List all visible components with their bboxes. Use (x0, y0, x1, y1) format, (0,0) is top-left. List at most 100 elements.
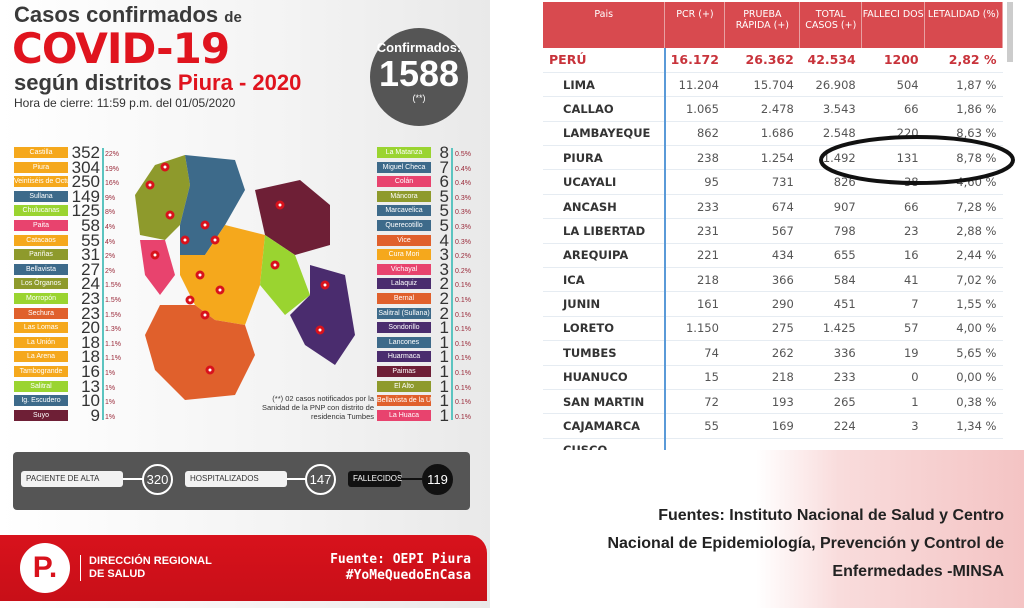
table-cell: 504 (861, 72, 925, 98)
table-cell: 567 (724, 218, 800, 244)
district-name: Suyo (14, 409, 68, 421)
district-cases: 10 (81, 391, 100, 411)
district-name: Paimas (377, 366, 431, 377)
table-cell: 907 (799, 194, 862, 220)
column-header[interactable]: PCR (+) (664, 2, 726, 48)
connector (287, 478, 307, 480)
column-header[interactable]: TOTAL CASOS (+) (799, 2, 863, 48)
district-percent: 0.3% (455, 224, 471, 231)
district-percent: 1% (105, 413, 116, 421)
district-cases: 4 (439, 230, 449, 250)
connector (401, 478, 423, 480)
region-name: SAN MARTIN (543, 389, 666, 415)
case-markers (145, 162, 330, 375)
district-name: Miguel Checa (377, 161, 431, 173)
discharged-label: PACIENTE DE ALTA (21, 471, 123, 487)
table-cell: 55 (664, 413, 725, 439)
table-cell: 26.362 (724, 48, 800, 73)
district-cases: 2 (439, 274, 449, 294)
scrollbar[interactable] (1007, 2, 1013, 62)
piura-map (135, 155, 355, 400)
district-name: Vichayal (377, 263, 431, 275)
table-cell: 2,82 % (924, 48, 1003, 73)
table-cell: 218 (724, 365, 800, 390)
table-cell: 7,28 % (924, 194, 1003, 220)
table-cell: 2.478 (724, 96, 800, 122)
district-name: El Alto (377, 380, 431, 392)
district-cases: 3 (439, 245, 449, 265)
table-cell: 4,00 % (924, 316, 1003, 342)
table-cell: 1200 (861, 48, 925, 73)
district-percent: 16% (105, 180, 120, 188)
district-cases: 24 (81, 274, 100, 294)
sources-text: Fuentes: Instituto Nacional de Salud y C… (607, 502, 1004, 586)
district-cases: 55 (81, 230, 100, 250)
table-cell: 224 (799, 413, 862, 439)
sources-box: Fuentes: Instituto Nacional de Salud y C… (537, 450, 1024, 608)
region-name: PIURA (543, 145, 666, 171)
table-cell: 674 (724, 194, 800, 220)
table-row: PIURA 238 1.254 1.492 131 8,78 % (543, 145, 1003, 171)
table-row: UCAYALI 95 731 826 38 4,60 % (543, 169, 1003, 195)
table-cell: 238 (664, 145, 725, 171)
district-cases: 9 (90, 405, 100, 425)
district-cases: 58 (81, 216, 100, 235)
district-percent: 0.3% (455, 194, 471, 202)
district-name: Tambogrande (14, 366, 68, 377)
district-percent: 0.3% (455, 209, 471, 217)
district-percent: 4% (105, 238, 116, 246)
table-cell: 1,87 % (924, 72, 1003, 98)
table-cell: 1,86 % (924, 96, 1003, 122)
table-cell: 1.425 (799, 316, 862, 342)
district-name: Los Órganos (14, 278, 68, 290)
region-name: CALLAO (543, 96, 666, 122)
district-name: Las Lomas (14, 322, 68, 334)
district-name: Lalaquiz (377, 278, 431, 290)
district-name: Salitral (14, 380, 68, 392)
title-line3: según distritos Piura - 2020 (14, 70, 302, 95)
table-cell: 15.704 (724, 72, 800, 98)
district-name: La Arena (14, 351, 68, 363)
table-cell: 0,38 % (924, 389, 1003, 415)
district-cases: 13 (81, 376, 100, 396)
table-cell: 42.534 (799, 48, 862, 73)
column-header[interactable]: Pais (543, 2, 666, 48)
district-percent: 1% (105, 370, 116, 377)
district-percent: 1.5% (105, 311, 121, 319)
district-name: Huarmaca (377, 351, 431, 363)
district-percent: 0.1% (455, 311, 471, 319)
table-cell: 66 (861, 96, 925, 122)
table-cell (861, 438, 925, 450)
table-cell: 3.543 (799, 96, 862, 122)
table-cell: 1.254 (724, 145, 800, 171)
district-name: Paita (14, 220, 68, 231)
table-cell: 275 (724, 316, 800, 342)
table-cell: 161 (664, 291, 725, 317)
district-name: Piura (14, 161, 68, 173)
table-row: TUMBES 74 262 336 19 5,65 % (543, 340, 1003, 366)
header-row: Pais PCR (+) PRUEBA RÁPIDA (+) TOTAL CASOS … (543, 2, 1003, 48)
district-percent: 0.1% (455, 413, 471, 421)
district-cases: 23 (81, 289, 100, 308)
column-header[interactable]: FALLECI DOS (861, 2, 926, 48)
table-container[interactable]: Pais PCR (+) PRUEBA RÁPIDA (+) TOTAL CASOS … (537, 0, 1024, 450)
table-cell: 2.548 (799, 121, 862, 147)
district-name: Salitral (Sullana) (377, 307, 431, 319)
district-percent: 1% (105, 384, 116, 392)
column-header[interactable]: LETALIDAD (%) (924, 2, 1003, 48)
table-cell: 2,88 % (924, 218, 1003, 244)
table-cell: 451 (799, 291, 862, 317)
map-region (255, 180, 330, 255)
table-cell: 731 (724, 169, 800, 195)
district-cases: 1 (439, 376, 449, 396)
district-cases: 5 (439, 186, 449, 206)
district-name: La Matanza (377, 147, 431, 158)
confirmed-value: 1588 (378, 53, 460, 94)
table-cell: 1.686 (724, 121, 800, 147)
table-row: ICA 218 366 584 41 7,02 % (543, 267, 1003, 293)
table-cell: 221 (664, 243, 725, 269)
column-header[interactable]: PRUEBA RÁPIDA (+) (724, 2, 801, 48)
title-line1: Casos confirmados de (14, 2, 242, 27)
table-row: LAMBAYEQUE 862 1.686 2.548 220 8,63 % (543, 121, 1003, 147)
table-cell: 220 (861, 121, 925, 147)
